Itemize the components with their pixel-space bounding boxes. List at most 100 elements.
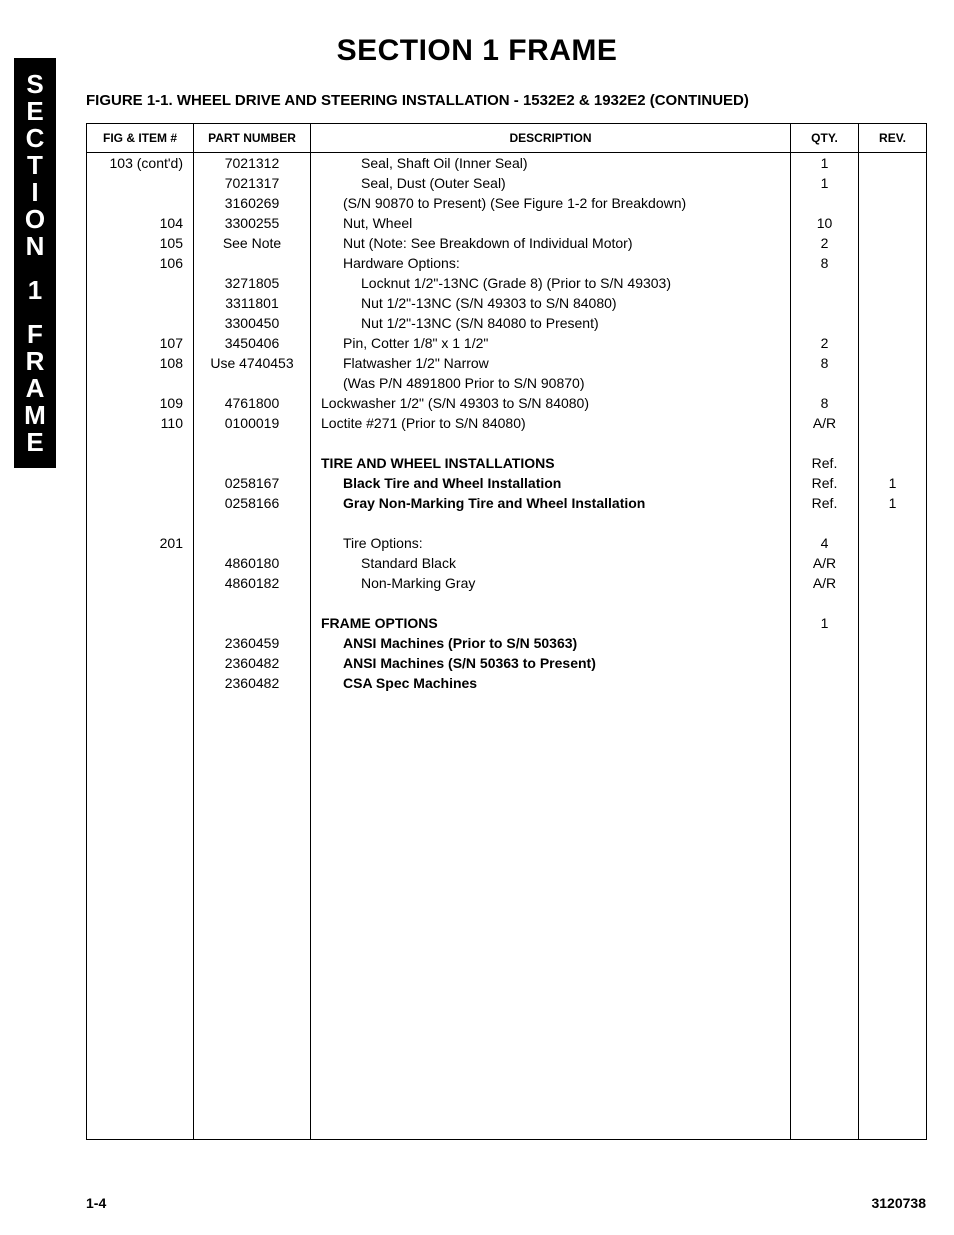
cell-part: 4860180 <box>194 553 311 573</box>
cell-fig: 201 <box>87 533 194 553</box>
cell-blank <box>194 593 311 613</box>
cell-part: Use 4740453 <box>194 353 311 373</box>
table-row <box>87 513 927 533</box>
cell-rev <box>859 333 927 353</box>
cell-blank <box>194 513 311 533</box>
header-qty: QTY. <box>791 124 859 153</box>
table-row: 2360459ANSI Machines (Prior to S/N 50363… <box>87 633 927 653</box>
cell-blank <box>311 513 791 533</box>
table-row: 3160269(S/N 90870 to Present) (See Figur… <box>87 193 927 213</box>
cell-blank <box>791 433 859 453</box>
cell-qty: 8 <box>791 353 859 373</box>
cell-part: 2360482 <box>194 653 311 673</box>
cell-part: 3300255 <box>194 213 311 233</box>
cell-part: See Note <box>194 233 311 253</box>
cell-desc: Locknut 1/2"-13NC (Grade 8) (Prior to S/… <box>311 273 791 293</box>
cell-rev <box>859 153 927 174</box>
page-title: SECTION 1 FRAME <box>0 0 954 68</box>
parts-table: FIG & ITEM # PART NUMBER DESCRIPTION QTY… <box>86 123 927 1140</box>
cell-part: 4761800 <box>194 393 311 413</box>
cell-desc: Flatwasher 1/2" Narrow <box>311 353 791 373</box>
cell-desc: Nut, Wheel <box>311 213 791 233</box>
cell-rev <box>859 173 927 193</box>
footer-doc-number: 3120738 <box>871 1195 926 1211</box>
cell-desc: Loctite #271 (Prior to S/N 84080) <box>311 413 791 433</box>
cell-rev: 1 <box>859 473 927 493</box>
side-tab: SECTION1FRAME <box>14 58 56 468</box>
header-fig: FIG & ITEM # <box>87 124 194 153</box>
cell-rev <box>859 573 927 593</box>
cell-qty <box>791 193 859 213</box>
cell-qty <box>791 673 859 693</box>
cell-qty: 1 <box>791 153 859 174</box>
cell-qty: Ref. <box>791 473 859 493</box>
cell-part: 0258166 <box>194 493 311 513</box>
cell-part: 7021317 <box>194 173 311 193</box>
cell-blank <box>194 433 311 453</box>
cell-desc: Lockwasher 1/2" (S/N 49303 to S/N 84080) <box>311 393 791 413</box>
cell-fig: 108 <box>87 353 194 373</box>
table-row: FRAME OPTIONS1 <box>87 613 927 633</box>
cell-fig <box>87 313 194 333</box>
header-desc: DESCRIPTION <box>311 124 791 153</box>
table-row: 3311801Nut 1/2"-13NC (S/N 49303 to S/N 8… <box>87 293 927 313</box>
cell-rev <box>859 413 927 433</box>
cell-fig: 109 <box>87 393 194 413</box>
header-rev: REV. <box>859 124 927 153</box>
cell-desc: TIRE AND WHEEL INSTALLATIONS <box>311 453 791 473</box>
cell-rev <box>859 253 927 273</box>
cell-blank <box>859 513 927 533</box>
cell-part <box>194 373 311 393</box>
table-row: 4860182Non-Marking GrayA/R <box>87 573 927 593</box>
cell-part: 4860182 <box>194 573 311 593</box>
cell-rev <box>859 373 927 393</box>
cell-part: 3450406 <box>194 333 311 353</box>
cell-blank <box>87 513 194 533</box>
cell-filler <box>791 693 859 1139</box>
cell-fig: 107 <box>87 333 194 353</box>
cell-rev <box>859 673 927 693</box>
cell-qty: A/R <box>791 573 859 593</box>
figure-title: FIGURE 1-1. WHEEL DRIVE AND STEERING INS… <box>86 92 954 109</box>
cell-desc: ANSI Machines (S/N 50363 to Present) <box>311 653 791 673</box>
cell-part <box>194 453 311 473</box>
cell-qty <box>791 293 859 313</box>
cell-fig <box>87 173 194 193</box>
table-row <box>87 433 927 453</box>
cell-desc: Black Tire and Wheel Installation <box>311 473 791 493</box>
cell-desc: ANSI Machines (Prior to S/N 50363) <box>311 633 791 653</box>
table-row: 1073450406Pin, Cotter 1/8" x 1 1/2"2 <box>87 333 927 353</box>
table-row: 2360482CSA Spec Machines <box>87 673 927 693</box>
cell-rev <box>859 293 927 313</box>
cell-qty <box>791 653 859 673</box>
cell-part: 7021312 <box>194 153 311 174</box>
table-row: 1094761800Lockwasher 1/2" (S/N 49303 to … <box>87 393 927 413</box>
table-row: 3271805Locknut 1/2"-13NC (Grade 8) (Prio… <box>87 273 927 293</box>
table-row: 105See NoteNut (Note: See Breakdown of I… <box>87 233 927 253</box>
cell-rev <box>859 353 927 373</box>
cell-fig <box>87 553 194 573</box>
cell-fig <box>87 453 194 473</box>
cell-blank <box>87 433 194 453</box>
table-row: 106Hardware Options:8 <box>87 253 927 273</box>
cell-fig: 110 <box>87 413 194 433</box>
table-row <box>87 593 927 613</box>
cell-desc: Seal, Shaft Oil (Inner Seal) <box>311 153 791 174</box>
cell-fig <box>87 613 194 633</box>
cell-blank <box>791 593 859 613</box>
cell-rev <box>859 193 927 213</box>
cell-part <box>194 533 311 553</box>
cell-part: 3271805 <box>194 273 311 293</box>
table-row: 103 (cont'd)7021312Seal, Shaft Oil (Inne… <box>87 153 927 174</box>
cell-part <box>194 253 311 273</box>
cell-fig <box>87 633 194 653</box>
cell-blank <box>87 593 194 613</box>
table-row: 7021317Seal, Dust (Outer Seal)1 <box>87 173 927 193</box>
table-row: 0258167Black Tire and Wheel Installation… <box>87 473 927 493</box>
cell-fig <box>87 293 194 313</box>
cell-desc: Pin, Cotter 1/8" x 1 1/2" <box>311 333 791 353</box>
cell-desc: Nut 1/2"-13NC (S/N 84080 to Present) <box>311 313 791 333</box>
table-row: 1043300255Nut, Wheel10 <box>87 213 927 233</box>
cell-fig <box>87 273 194 293</box>
cell-fig <box>87 573 194 593</box>
